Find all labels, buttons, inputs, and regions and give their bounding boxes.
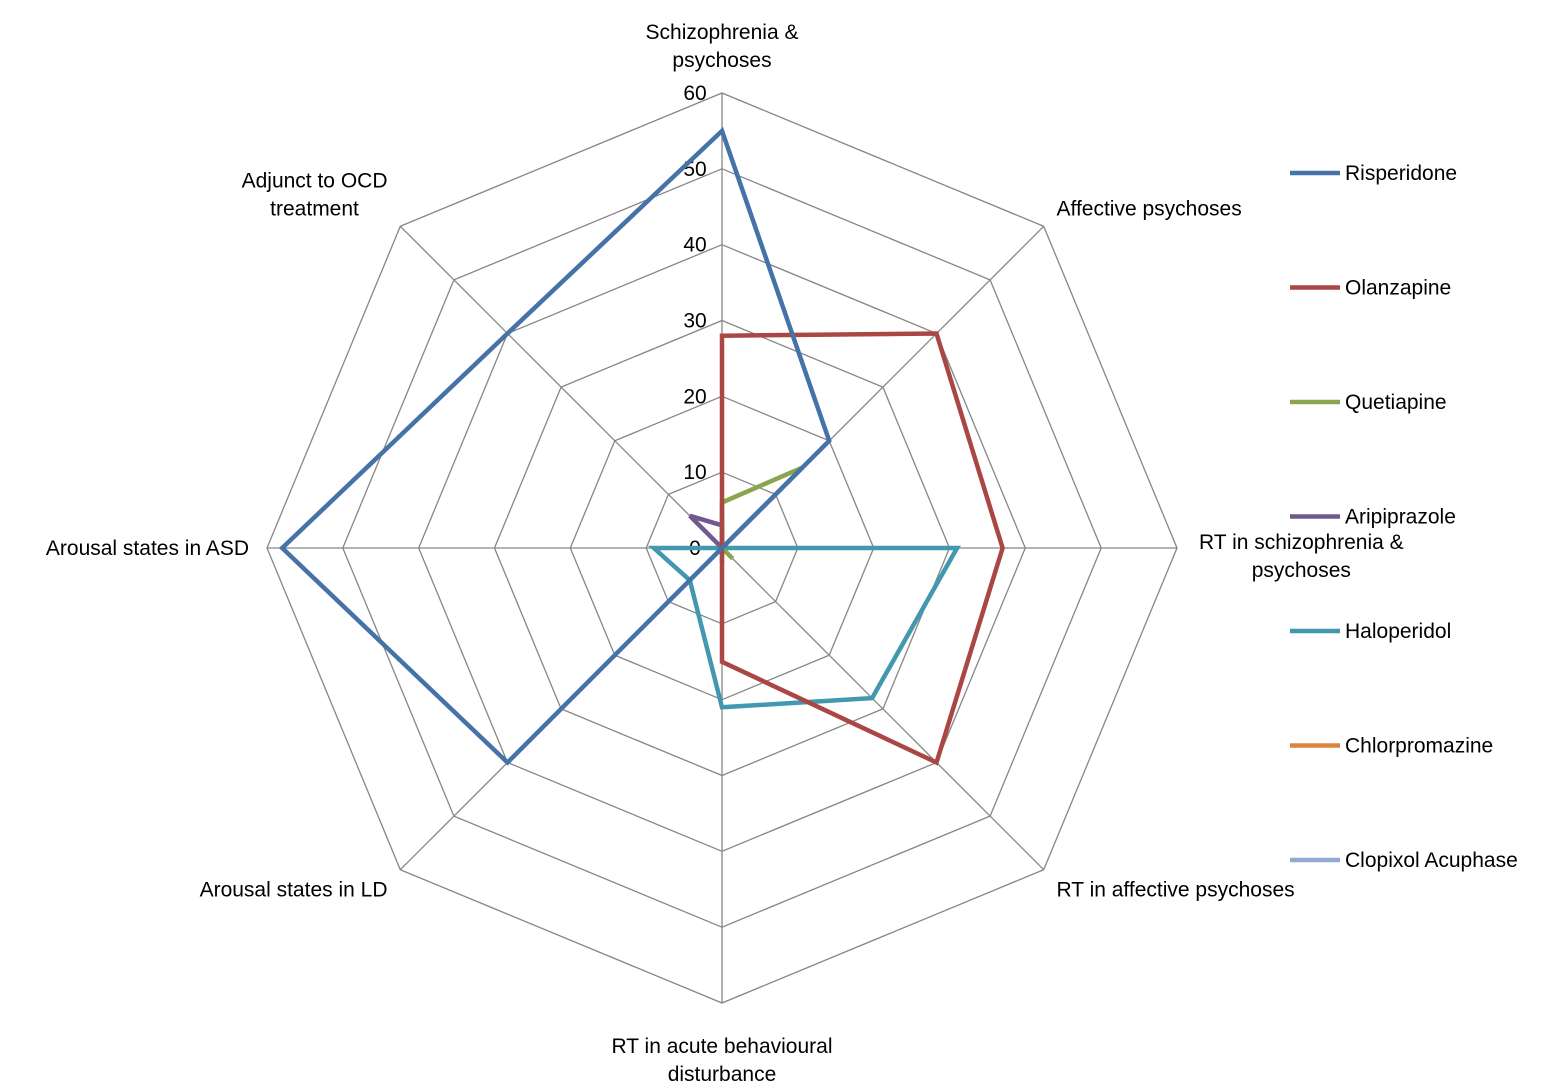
axis-label: psychoses [1252,559,1351,582]
axis-label: Arousal states in ASD [46,537,249,560]
legend-clopixol-acuphase-label: Clopixol Acuphase [1345,849,1518,872]
axis-label: disturbance [668,1063,777,1086]
axis-label: Affective psychoses [1057,198,1242,221]
tick-label: 30 [683,310,706,333]
axis-spoke [399,225,723,549]
tick-label: 40 [683,234,706,257]
axis-label: Arousal states in LD [200,879,388,902]
axis-labels: Schizophrenia & psychoses Affective psycho… [46,21,1404,1086]
tick-label: 20 [683,385,706,408]
axis-label: RT in affective psychoses [1057,879,1295,902]
axis-label: Schizophrenia & [646,21,799,44]
axis-label: RT in schizophrenia & [1199,531,1404,554]
axis-spoke [721,547,1045,871]
series-risperidone-line [278,126,832,766]
tick-label: 60 [683,82,706,105]
series-haloperidol-line [647,510,961,710]
axis-label: treatment [270,198,359,221]
legend-risperidone-label: Risperidone [1345,162,1457,185]
axis-label: psychoses [672,49,771,72]
legend: Risperidone Olanzapine Quetiapine Aripipraz… [1290,162,1518,872]
legend-chlorpromazine-label: Chlorpromazine [1345,735,1493,758]
axis-label: Adjunct to OCD [242,170,388,193]
legend-olanzapine-label: Olanzapine [1345,277,1451,300]
tick-label: 10 [683,461,706,484]
legend-quetiapine-label: Quetiapine [1345,391,1447,414]
axis-label: RT in acute behavioural [611,1035,832,1058]
data-series [278,126,1005,766]
legend-haloperidol-label: Haloperidol [1345,620,1451,643]
legend-aripiprazole-label: Aripiprazole [1345,506,1456,529]
